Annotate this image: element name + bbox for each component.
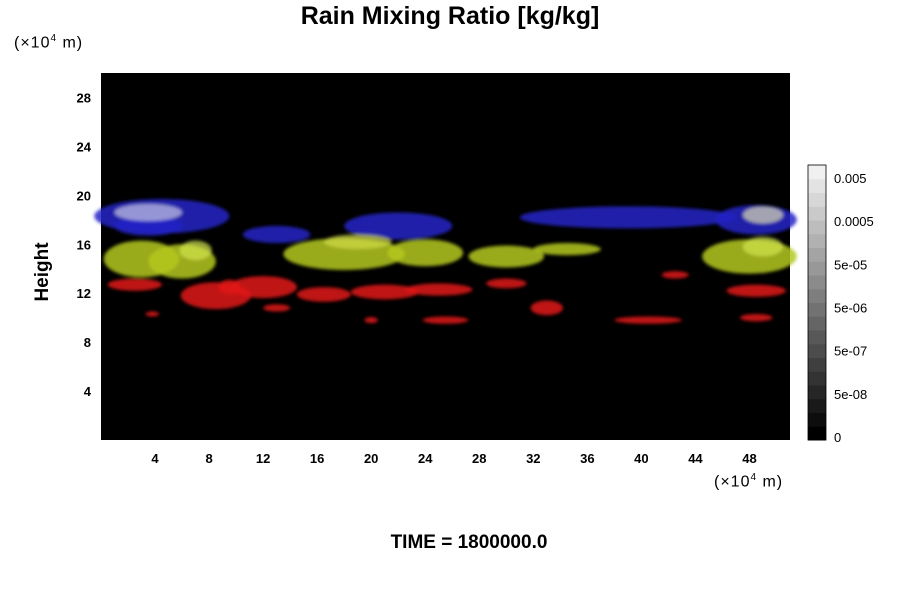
rain-field <box>94 199 797 324</box>
red-rain-blob <box>486 278 527 289</box>
colorbar-cell <box>808 330 826 345</box>
x-tick-label: 8 <box>205 451 212 466</box>
red-rain-blob <box>229 276 297 299</box>
x-tick-label: 24 <box>418 451 433 466</box>
x-tick-label: 48 <box>742 451 756 466</box>
field-highlight <box>179 240 212 261</box>
colorbar-cell <box>808 247 826 262</box>
x-tick-label: 16 <box>310 451 324 466</box>
colorbar-tick-label: 5e-08 <box>834 387 867 402</box>
colorbar-cell <box>808 220 826 235</box>
field-highlight <box>323 234 392 250</box>
x-tick-label: 36 <box>580 451 594 466</box>
x-tick-label: 4 <box>151 451 159 466</box>
colorbar-cell <box>808 206 826 221</box>
y-unit-prefix: (×10 <box>14 34 51 52</box>
y-unit-suffix: m) <box>57 34 84 52</box>
y-tick-label: 28 <box>77 90 91 105</box>
red-rain-blob <box>145 311 160 317</box>
y-tick-label: 4 <box>84 384 92 399</box>
colorbar-cell <box>808 178 826 193</box>
colorbar-cell <box>808 288 826 303</box>
colorbar-cell <box>808 192 826 207</box>
y-tick-labels: 4 8 12 16 20 24 28 <box>77 90 92 399</box>
colorbar-cell <box>808 385 826 400</box>
x-unit-suffix: m) <box>757 473 784 491</box>
red-rain-blob <box>422 316 469 324</box>
blue-rain-blob <box>519 206 736 229</box>
colorbar-cell <box>808 357 826 372</box>
blue-rain-blob <box>242 225 311 244</box>
x-unit-exponent: 4 <box>750 472 758 483</box>
red-rain-blob <box>661 271 689 279</box>
chart-title: Rain Mixing Ratio [kg/kg] <box>300 2 600 30</box>
x-axis-unit: (×104 m) <box>714 472 783 491</box>
x-tick-label: 28 <box>472 451 486 466</box>
colorbar-cell <box>808 343 826 358</box>
colorbar-frame <box>807 164 827 441</box>
x-tick-label: 12 <box>256 451 270 466</box>
y-axis-unit: (×104 m) <box>14 33 83 52</box>
x-tick-label: 44 <box>688 451 703 466</box>
colorbar-tick-label: 0 <box>834 430 841 445</box>
red-rain-blob <box>364 317 378 324</box>
colorbar-cell <box>808 165 826 180</box>
time-label: TIME = 1800000.0 <box>390 532 548 553</box>
red-rain-blob <box>263 304 291 312</box>
red-rain-blob <box>296 287 351 302</box>
x-tick-label: 32 <box>526 451 540 466</box>
colorbar-cell <box>808 275 826 290</box>
y-tick-label: 8 <box>84 335 91 350</box>
colorbar-cell <box>808 371 826 386</box>
colorbar-cell <box>808 412 826 427</box>
colorbar-cell <box>808 302 826 317</box>
y-tick-label: 12 <box>77 286 91 301</box>
field-highlight <box>742 206 784 224</box>
colorbar-tick-label: 5e-05 <box>834 257 867 272</box>
colorbar-tick-label: 0.005 <box>834 171 867 186</box>
y-tick-label: 24 <box>77 139 92 154</box>
red-rain-blob <box>740 313 773 322</box>
yellow-rain-blob <box>533 243 601 256</box>
colorbar: 0.005 0.0005 5e-05 5e-06 5e-07 5e-08 0 <box>807 164 874 445</box>
colorbar-cell <box>808 426 826 441</box>
x-tick-label: 20 <box>364 451 378 466</box>
colorbar-cell <box>808 233 826 248</box>
colorbar-tick-label: 5e-06 <box>834 301 867 316</box>
y-tick-label: 16 <box>77 237 91 252</box>
red-rain-blob <box>614 316 682 324</box>
colorbar-cell <box>808 261 826 276</box>
blue-rain-blob <box>114 216 183 236</box>
y-tick-label: 20 <box>77 188 91 203</box>
y-unit-exponent: 4 <box>50 33 58 44</box>
x-tick-labels: 4 8 12 16 20 24 28 32 36 40 44 48 <box>151 451 756 466</box>
x-tick-label: 40 <box>634 451 648 466</box>
red-rain-blob <box>404 283 473 296</box>
red-rain-blob <box>107 278 162 291</box>
colorbar-tick-label: 0.0005 <box>834 214 874 229</box>
red-rain-blob <box>350 284 419 300</box>
colorbar-cell <box>808 398 826 413</box>
red-rain-blob <box>530 300 564 316</box>
red-rain-blob <box>726 284 786 297</box>
colorbar-cell <box>808 316 826 331</box>
x-unit-prefix: (×10 <box>714 473 751 491</box>
field-highlight <box>114 203 183 222</box>
yellow-rain-blob <box>468 245 545 268</box>
field-highlight <box>742 236 784 257</box>
colorbar-tick-label: 5e-07 <box>834 344 867 359</box>
yellow-rain-blob <box>387 239 464 267</box>
blue-rain-blob <box>344 212 453 240</box>
